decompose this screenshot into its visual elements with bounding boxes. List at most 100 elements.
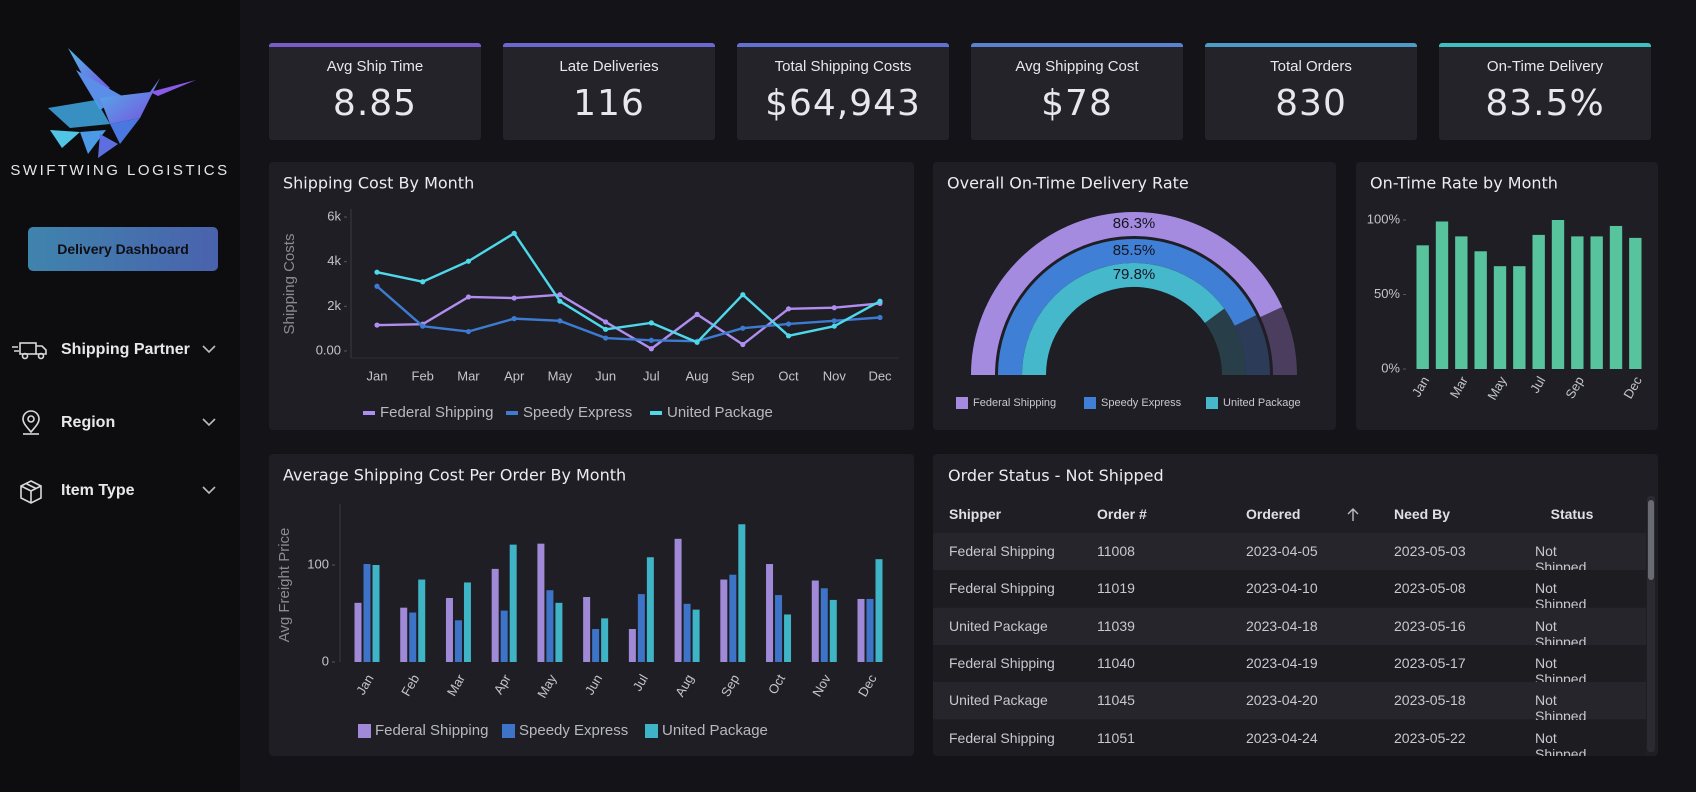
filter-label: Region (61, 414, 116, 431)
truck-icon (12, 342, 47, 360)
bar (692, 609, 700, 662)
column-header: Need By (1394, 506, 1451, 522)
legend-label: Speedy Express (1101, 397, 1182, 409)
kpi-card: On-Time Delivery 83.5% (1439, 43, 1651, 140)
point (374, 283, 380, 289)
x-tick-label: Dec (855, 671, 880, 699)
x-tick-label: Aug (672, 672, 697, 700)
table-cell: 2023-05-17 (1394, 654, 1466, 671)
point (785, 321, 792, 327)
table-cell: Federal Shipping (949, 729, 1055, 746)
y-tick-label: 50% (1374, 286, 1400, 301)
table-row: Federal Shipping 11019 2023-04-10 2023-05-0… (933, 570, 1646, 612)
chart-title: Overall On-Time Delivery Rate (947, 174, 1189, 193)
x-tick-label: Mar (444, 671, 469, 698)
table-cell: 2023-05-18 (1394, 692, 1466, 709)
filter[interactable]: Item Type (12, 476, 226, 506)
kpi-card: Avg Shipping Cost $78 (971, 43, 1183, 140)
x-tick-label: May (1484, 373, 1510, 402)
x-tick-label: Feb (412, 368, 434, 383)
table-cell: Federal Shipping (949, 580, 1055, 597)
table-cell: United Package (949, 617, 1048, 634)
y-tick-label: 0% (1381, 360, 1400, 375)
bar (1629, 237, 1642, 369)
legend-label: Federal Shipping (380, 404, 493, 421)
x-tick-label: Aug (686, 368, 709, 383)
point (877, 298, 883, 304)
kpi-label: Total Orders (1270, 58, 1352, 75)
bar (628, 629, 636, 662)
kpi-accent (1439, 43, 1651, 47)
filter-label: Shipping Partner (61, 341, 190, 358)
x-tick-label: Nov (809, 671, 834, 699)
table-panel: Order Status - Not Shipped Shipper Order … (933, 454, 1658, 756)
bar (1551, 220, 1565, 369)
bar (720, 579, 728, 662)
gauge-arc (998, 239, 1257, 376)
column-header: Shipper (949, 506, 1002, 522)
bar (775, 595, 783, 662)
chart: Overall On-Time Delivery Rate 86.3% 85.5% 7… (947, 174, 1301, 409)
pin-icon (22, 410, 40, 435)
table-row: Federal Shipping 11008 2023-04-05 2023-05-0… (933, 533, 1646, 575)
chevron (202, 486, 216, 495)
legend-label: United Package (1223, 397, 1301, 409)
point (465, 294, 472, 300)
kpi-value: $78 (1041, 83, 1113, 124)
sort-icon[interactable] (1347, 507, 1359, 523)
y-tick-label: 0.00 (316, 342, 341, 357)
line-panel: Shipping Cost By Month 0.00 2k 4k 6k Shipping… (269, 162, 914, 430)
bar (811, 580, 819, 662)
dashboard-button[interactable]: Delivery Dashboard (28, 227, 218, 271)
x-tick-label: Jan (367, 368, 388, 383)
table-cell: 11051 (1097, 729, 1135, 746)
point (557, 292, 563, 298)
column-header: Ordered (1246, 506, 1301, 522)
x-tick-label: Sep (731, 368, 754, 383)
chevron (202, 345, 216, 354)
gauge-arc (1022, 263, 1225, 376)
y-tick-label: 2k (327, 298, 341, 313)
table-cell: 11039 (1097, 617, 1135, 634)
chart-title: Average Shipping Cost Per Order By Month (283, 466, 626, 485)
bar (637, 594, 645, 662)
series-line (376, 285, 881, 343)
filter[interactable]: Shipping Partner (12, 335, 226, 365)
bar (372, 565, 380, 662)
point (511, 316, 517, 322)
point (831, 305, 837, 311)
gauge-panel: Overall On-Time Delivery Rate 86.3% 85.5% 7… (933, 162, 1336, 430)
table-row: United Package 11039 2023-04-18 2023-05-16 N… (933, 607, 1646, 650)
scroll-thumb[interactable] (1648, 500, 1654, 580)
scrollbar[interactable] (1647, 496, 1655, 752)
kpi-value: 116 (573, 83, 645, 124)
table-cell: 2023-05-08 (1394, 580, 1466, 597)
kpi-card: Late Deliveries 116 (503, 43, 715, 140)
bar (674, 538, 682, 662)
kpi-accent (1205, 43, 1417, 47)
table-header: Shipper Order # Ordered Need By Status (933, 496, 1646, 534)
bar (363, 564, 371, 662)
bar (537, 543, 545, 662)
kpi-accent (269, 43, 481, 47)
sidebar: SWIFTWING LOGISTICS Delivery Dashboard S… (0, 0, 240, 792)
table-cell: 2023-04-24 (1246, 729, 1318, 746)
kpi-card: Total Shipping Costs $64,943 (737, 43, 949, 140)
filter[interactable]: Region (12, 408, 226, 438)
table-cell: 2023-05-16 (1394, 617, 1466, 634)
bar (1435, 221, 1449, 369)
point (557, 318, 563, 324)
kpi-value: $64,943 (765, 83, 921, 124)
table-title: Order Status - Not Shipped (948, 466, 1164, 485)
x-tick-label: Sep (1562, 374, 1587, 402)
point (511, 295, 517, 301)
point (465, 258, 472, 264)
series-line (376, 293, 881, 351)
kpi-card: Avg Ship Time 8.85 (269, 43, 481, 140)
table-cell: Federal Shipping (949, 654, 1055, 671)
point (603, 319, 609, 325)
bar (555, 602, 563, 662)
y-axis-label: Shipping Costs (281, 234, 298, 335)
brand-name: SWIFTWING LOGISTICS (10, 162, 230, 179)
